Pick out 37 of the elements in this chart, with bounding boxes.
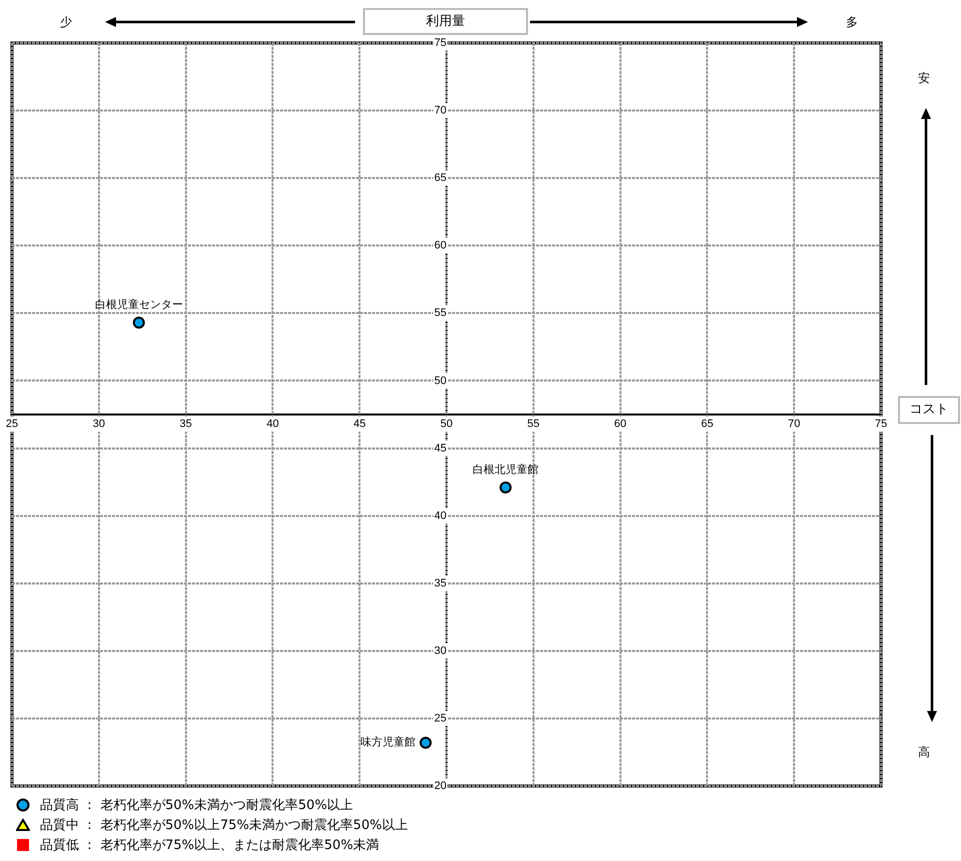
x-tick-label: 65 xyxy=(701,418,714,430)
x-tick-label: 40 xyxy=(266,418,279,430)
annotation: 白根児童センター xyxy=(94,298,183,311)
y-tick-label: 70 xyxy=(434,104,446,117)
y-tick-label: 75 xyxy=(434,37,446,50)
x-tick-label: 45 xyxy=(353,418,366,430)
y-tick-label: 35 xyxy=(434,577,446,590)
annotation: 味方児童館 xyxy=(360,736,416,749)
x-tick-label: 75 xyxy=(874,418,888,430)
y-tick-label: 50 xyxy=(434,374,446,387)
point xyxy=(420,736,432,749)
annotation: 白根北児童館 xyxy=(472,462,539,476)
text: 高 xyxy=(918,744,930,761)
y-tick-label: 55 xyxy=(434,307,446,320)
legend-label: 品質中 ： 老朽化率が50%以上75%未満かつ耐震化率50%以上 xyxy=(40,817,408,834)
x-tick-label: 55 xyxy=(527,418,540,430)
y-tick-label: 25 xyxy=(434,712,446,724)
y-tick-label: 20 xyxy=(434,780,446,792)
x-tick-label: 25 xyxy=(6,418,18,430)
point xyxy=(500,481,512,494)
y-tick-label: 40 xyxy=(434,510,446,522)
x-tick-label: 30 xyxy=(92,418,106,430)
y-axis-title: コスト xyxy=(898,396,960,424)
x-tick-label: 70 xyxy=(788,418,800,430)
y-tick-label: 30 xyxy=(434,644,446,657)
x-tick-label: 35 xyxy=(180,418,192,430)
text: 少 xyxy=(60,14,72,31)
legend-label: 品質低 ： 老朽化率が75%以上、または耐震化率50%未満 xyxy=(40,837,380,854)
x-tick-label: 60 xyxy=(614,418,626,430)
y-tick-label: 65 xyxy=(434,172,446,184)
x-axis-title: 利用量 xyxy=(363,8,528,35)
text: 多 xyxy=(846,14,858,31)
legend-label: 品質高 ： 老朽化率が50%未満かつ耐震化率50%以上 xyxy=(40,797,354,814)
text: 安 xyxy=(918,70,930,87)
y-tick-label: 45 xyxy=(434,442,446,454)
y-tick-label: 60 xyxy=(434,240,446,252)
point xyxy=(132,316,145,329)
